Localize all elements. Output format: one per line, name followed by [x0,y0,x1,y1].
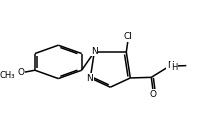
Text: Cl: Cl [124,32,133,41]
Text: O: O [17,68,24,77]
Text: N: N [167,61,174,70]
Text: N: N [91,46,98,56]
Text: H: H [171,63,178,72]
Text: N: N [86,74,93,83]
Text: O: O [150,90,157,99]
Text: CH₃: CH₃ [0,71,15,80]
